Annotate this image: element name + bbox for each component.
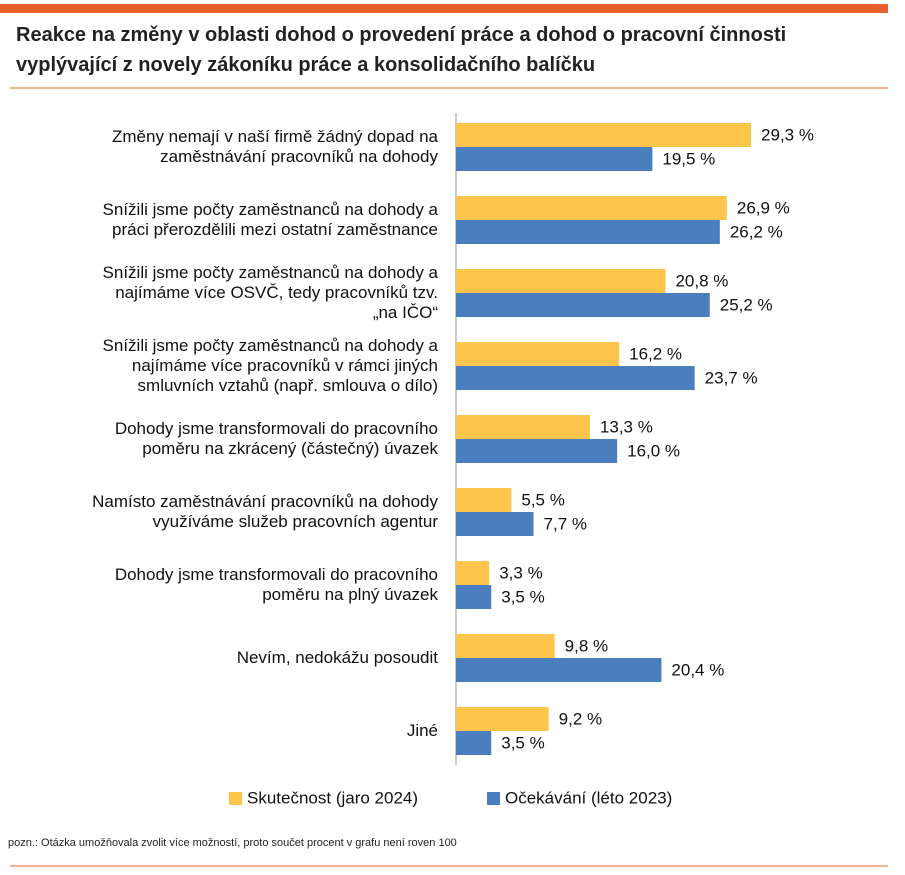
bar (456, 512, 534, 536)
category-label: Snížili jsme počty zaměstnanců na dohody… (102, 200, 438, 239)
bar (456, 220, 720, 244)
value-label: 20,4 % (671, 660, 724, 679)
value-label: 3,5 % (501, 587, 544, 606)
chart-title: Reakce na změny v oblasti dohod o proved… (16, 24, 787, 76)
bar (456, 342, 620, 366)
bar (456, 196, 727, 220)
legend-label: Skutečnost (jaro 2024) (247, 788, 418, 807)
value-label: 7,7 % (544, 514, 587, 533)
bar (456, 731, 492, 755)
bar (456, 269, 666, 293)
legend-label: Očekávání (léto 2023) (505, 788, 672, 807)
category-label: Namísto zaměstnávání pracovníků na dohod… (92, 492, 438, 531)
category-label: Dohody jsme transformovali do pracovního… (114, 419, 438, 458)
legend-swatch (487, 792, 500, 805)
category-label: Nevím, nedokážu posoudit (236, 648, 438, 667)
bar (456, 123, 752, 147)
category-label: Snížili jsme počty zaměstnanců na dohody… (102, 263, 438, 322)
value-label: 3,3 % (499, 563, 542, 582)
value-label: 26,9 % (737, 198, 790, 217)
top-bar (0, 4, 888, 13)
value-label: 5,5 % (521, 490, 564, 509)
value-label: 19,5 % (662, 149, 715, 168)
value-label: 13,3 % (600, 417, 653, 436)
category-label: Dohody jsme transformovali do pracovního… (114, 565, 438, 604)
bar (456, 415, 590, 439)
bar (456, 634, 555, 658)
bar (456, 585, 492, 609)
value-label: 26,2 % (730, 222, 783, 241)
bar (456, 439, 618, 463)
bar (456, 293, 710, 317)
bar (456, 658, 662, 682)
bar (456, 707, 549, 731)
bar (456, 147, 653, 171)
category-label: Jiné (406, 721, 438, 740)
note: pozn.: Otázka umožňovala zvolit více mož… (8, 837, 457, 849)
bar (456, 366, 695, 390)
bar (456, 488, 512, 512)
value-label: 16,2 % (629, 344, 682, 363)
category-label: Snížili jsme počty zaměstnanců na dohody… (102, 336, 438, 395)
value-label: 9,2 % (559, 709, 602, 728)
category-label: Změny nemají v naší firmě žádný dopad na… (112, 127, 438, 166)
value-label: 3,5 % (501, 733, 544, 752)
value-label: 16,0 % (627, 441, 680, 460)
legend-swatch (229, 792, 242, 805)
value-label: 23,7 % (705, 368, 758, 387)
value-label: 29,3 % (761, 125, 814, 144)
value-label: 25,2 % (720, 295, 773, 314)
bar (456, 561, 490, 585)
value-label: 20,8 % (675, 271, 728, 290)
value-label: 9,8 % (565, 636, 608, 655)
